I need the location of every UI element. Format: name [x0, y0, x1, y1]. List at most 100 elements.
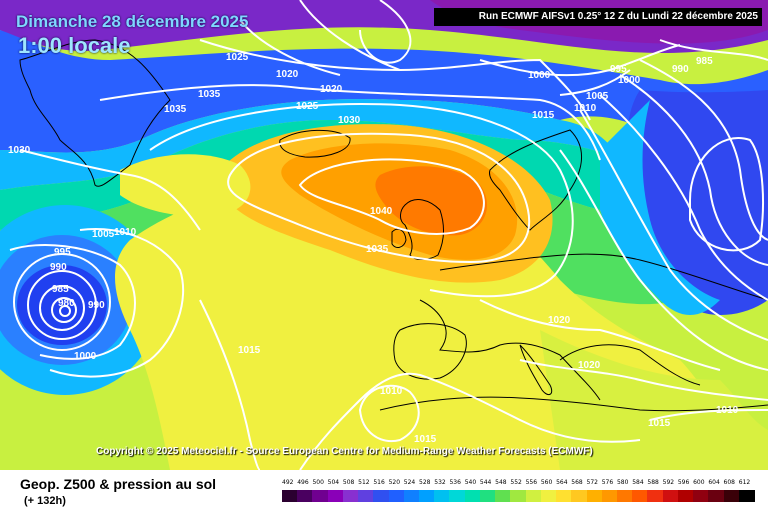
isobar-1010-loop [358, 384, 420, 443]
legend-swatch [601, 490, 618, 502]
isobar-label: 1005 [586, 91, 609, 102]
legend-label: 576 [601, 479, 614, 486]
isobar-label: 1020 [548, 315, 571, 326]
legend-label: 544 [479, 479, 492, 486]
isobar-label: 1010 [716, 405, 739, 416]
legend-label: 564 [556, 479, 568, 486]
isobar-1010-south-east [649, 409, 768, 421]
isobar-1020-europe [479, 299, 721, 371]
field-lightblue-band [0, 99, 620, 190]
legend-swatch [616, 490, 633, 502]
isobar-label: 1035 [198, 89, 221, 100]
isobar-label: 985 [696, 56, 713, 67]
isobar-label: 1020 [320, 84, 343, 95]
isobar-label: 1000 [618, 75, 641, 86]
field-teal-east [600, 100, 720, 315]
legend-swatch [708, 490, 725, 502]
legend-swatch [449, 490, 466, 502]
isobar-1030-west [19, 149, 201, 231]
legend-label: 528 [419, 479, 431, 486]
legend-swatch [723, 490, 740, 502]
isobar-label: 1015 [648, 418, 671, 429]
isobar-label: 990 [672, 64, 689, 75]
isobar-995-east [639, 59, 768, 241]
legend-label: 548 [495, 479, 507, 486]
legend-swatch [586, 490, 603, 502]
isobar-1025 [99, 84, 601, 161]
legend-swatch [677, 490, 694, 502]
field-yellow-west-patch [120, 154, 251, 217]
isobar-1020 [199, 39, 591, 121]
legend-swatch [342, 490, 359, 502]
coast-ireland [391, 228, 407, 248]
legend-swatch [571, 490, 588, 502]
legend-swatch [525, 490, 542, 502]
legend-label: 504 [327, 479, 340, 486]
isobar-label: 1015 [532, 110, 555, 121]
date-title: Dimanche 28 décembre 2025 [16, 12, 249, 31]
isobar-1000 [9, 244, 136, 360]
isobar-1005-north [559, 69, 631, 96]
legend-swatch [358, 490, 375, 502]
legend-label: 540 [464, 479, 477, 486]
isobars [9, 0, 768, 470]
isobar-label: 1035 [164, 104, 187, 115]
legend-swatch [464, 490, 481, 502]
isobar-north-2 [299, 0, 401, 71]
legend-swatch [632, 490, 649, 502]
legend-label: 604 [708, 479, 720, 486]
isobar-label: 995 [54, 247, 71, 258]
legend-swatch [327, 490, 344, 502]
isobar-north-3 [239, 19, 341, 76]
field-blue-north [0, 30, 768, 191]
legend-label: 560 [540, 479, 553, 486]
legend-swatch [693, 490, 710, 502]
isobar-1015-west [199, 299, 261, 470]
isobar-1000-north [479, 44, 681, 77]
legend-swatch [312, 490, 329, 502]
legend-swatch [403, 490, 420, 502]
isobar-label: 1040 [370, 206, 393, 217]
coast-scandinavia [489, 129, 583, 231]
isobar-990-loop [689, 137, 764, 252]
legend-label: 592 [662, 479, 675, 486]
isobar-1015-south [299, 372, 641, 470]
legend-label: 568 [571, 479, 583, 486]
legend-label: 600 [693, 479, 705, 486]
isobar-label: 1010 [114, 227, 137, 238]
weather-map: 1025102010201035102510301035103010401035… [0, 0, 768, 470]
isobar-label: 1010 [574, 103, 597, 114]
isobar-label: 1030 [8, 145, 31, 156]
isobar-label: 1025 [226, 52, 249, 63]
field-atlantic-low-inner [17, 265, 107, 345]
isobar-label: 1020 [578, 360, 601, 371]
isobar-1030-east [149, 103, 574, 298]
isobar-label: 1000 [74, 351, 97, 362]
legend-swatch [738, 490, 755, 502]
legend-label: 516 [373, 479, 385, 486]
coast-africa [379, 396, 768, 412]
isobar-1005 [49, 228, 185, 378]
isobar-1010-east [579, 109, 768, 341]
field-yellow-south-east [540, 330, 768, 470]
isobar-label: 1005 [92, 229, 115, 240]
isobar-1020-2 [519, 359, 768, 401]
legend-label: 508 [342, 479, 355, 486]
field-orange-high-core [375, 166, 488, 236]
legend-label: 584 [632, 479, 644, 486]
legend-label: 500 [312, 479, 324, 486]
isobar-label: 980 [58, 298, 75, 309]
isobar-label: 995 [610, 64, 627, 75]
isobar-1015-east [559, 149, 768, 371]
legend-label: 492 [282, 479, 294, 486]
isobar-label: 1035 [366, 244, 389, 255]
legend-label: 496 [297, 479, 309, 486]
legend-swatch [510, 490, 527, 502]
isobar-985-north [659, 39, 768, 61]
isobar-1000-east [619, 74, 768, 266]
isobar-975 [59, 305, 71, 317]
isobar-label: 985 [52, 284, 69, 295]
legend-label: 596 [677, 479, 690, 486]
color-legend: 492 496 500 504 508 512 516 520 524 528 532 536 540 5… [282, 479, 755, 505]
legend-label: 532 [434, 479, 446, 486]
